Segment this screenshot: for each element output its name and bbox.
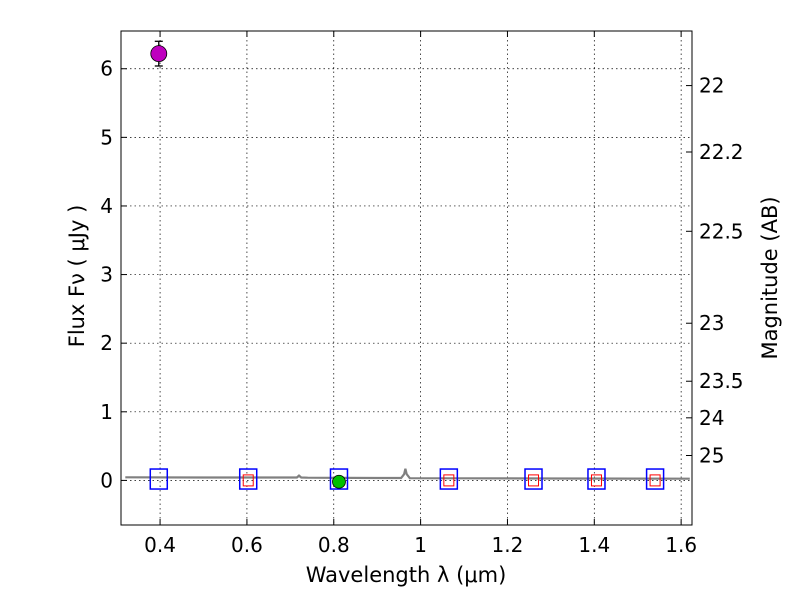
y-tick-label: 2	[100, 331, 113, 355]
upper-limit-point	[528, 474, 540, 487]
tick-labels: 0.4 0.6 0.8 1 1.2 1.4 1.601234562222.222.52323…	[100, 57, 743, 557]
data-marks	[125, 40, 690, 490]
grid-lines	[121, 31, 692, 525]
y-tick-label: 3	[100, 263, 113, 287]
y-tick-label: 5	[100, 125, 113, 149]
mag-tick-label: 23	[699, 311, 724, 335]
upper-limit-point	[649, 474, 661, 487]
y-tick-label: 1	[100, 400, 113, 424]
detection-point	[332, 474, 346, 489]
tick-marks	[121, 31, 692, 525]
mag-tick-label: 22	[699, 74, 724, 98]
spectrum-line	[125, 468, 690, 480]
x-tick-label: 0.8	[318, 533, 350, 557]
x-tick-label: 0.4	[144, 533, 176, 557]
y-tick-label: 4	[100, 194, 113, 218]
x-tick-label: 1.4	[578, 533, 610, 557]
mag-tick-label: 24	[699, 406, 724, 430]
model-point	[149, 468, 169, 490]
detection-point	[150, 45, 168, 63]
y-tick-label: 0	[100, 468, 113, 492]
mag-tick-label: 22.2	[699, 140, 744, 164]
mag-tick-label: 23.5	[699, 369, 744, 393]
y-tick-label: 6	[100, 57, 113, 81]
x-tick-label: 1.2	[492, 533, 524, 557]
y2-axis-label: Magnitude (AB)	[758, 196, 782, 359]
model-point	[238, 468, 258, 490]
y-axis-label: Flux Fν ( μJy )	[65, 205, 89, 348]
upper-limit-point	[242, 474, 254, 487]
upper-limit-point	[443, 474, 455, 487]
mag-tick-label: 25	[699, 443, 724, 467]
model-point	[587, 468, 606, 490]
model-point	[524, 468, 543, 490]
x-axis-label: Wavelength λ (μm)	[306, 563, 507, 587]
x-tick-label: 1.6	[665, 533, 697, 557]
model-point	[645, 468, 665, 490]
x-tick-label: 0.6	[231, 533, 263, 557]
model-point	[439, 468, 459, 490]
model-point	[329, 468, 349, 490]
x-tick-label: 1	[414, 533, 427, 557]
mag-tick-label: 22.5	[699, 219, 744, 243]
upper-limit-point	[590, 474, 602, 487]
plot-frame	[120, 30, 693, 526]
